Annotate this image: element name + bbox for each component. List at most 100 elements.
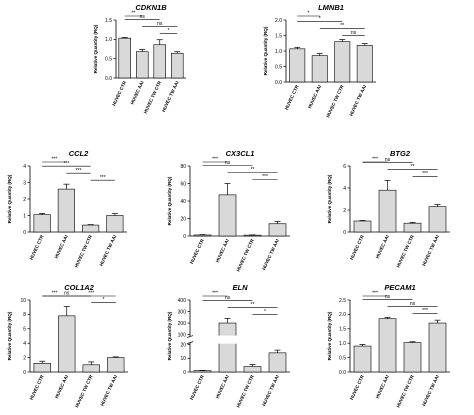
y-tick-label: 0 [23,370,26,376]
y-tick-label: 10 [20,298,26,304]
category-label: HUVEC AAI [215,238,230,263]
y-tick-label: 20 [180,216,186,222]
category-label: HUVEC CTR [29,374,45,401]
y-tick-label: 2.0 [339,312,346,318]
category-label: HUVEC TW CTR [74,234,94,269]
bar [268,223,287,237]
bar [218,194,237,237]
category-label: HUVEC CTR [111,80,127,107]
category-label: HUVEC TW AAI [99,234,118,266]
category-label: HUVEC AAI [54,234,69,259]
chart-btg2: BTG2 Relative Quantity (RQ) 0 2 4 6 HUVEC CTR H… [327,149,450,268]
chart-ccl2: CCL2 Relative Quantity (RQ) 0 1 2 3 4 HUVEC CTR… [7,149,127,268]
bar [378,318,397,373]
chart-title: LMNB1 [318,3,344,12]
y-tick-label: 4 [343,186,346,192]
significance-label: ns [385,294,391,300]
chart-title: PECAM1 [384,283,415,292]
y-tick-label: 400 [178,298,187,304]
y-axis-label: Relative Quantity (RQ) [263,26,268,75]
significance-label: *** [372,291,378,297]
category-label: HUVEC CTR [189,374,205,401]
y-tick-label: 8 [23,312,26,318]
chart-title: CDKN1B [135,3,167,12]
y-tick-label: 0 [183,234,186,240]
significance-label: ns [351,30,357,36]
significance-label: *** [212,291,218,297]
bar [82,364,100,373]
category-label: HUVEC TW AAI [421,234,440,266]
y-tick-label: 3 [23,180,26,186]
significance-label: ns [140,14,146,20]
y-tick-label: 60 [180,181,186,187]
chart-col1a2: COL1A2 Relative Quantity (RQ) 0 2 4 6 8 10 HUVEC… [7,283,128,408]
bar [106,215,124,233]
y-tick-label: 4 [23,341,26,347]
significance-label: *** [212,157,218,163]
category-label: HUVEC TW AAI [161,80,180,112]
category-label: HUVEC TW AAI [261,238,280,270]
significance-label: ns [225,160,231,166]
y-tick-label: 10 [180,356,186,362]
y-tick-label: 0.0 [105,76,112,82]
bar [356,45,373,83]
chart-cx3cl1: CX3CL1 Relative Quantity (RQ) 0 20 40 60 80 HUV… [167,149,290,272]
significance-label: * [168,28,170,34]
y-tick-label: 1.0 [339,341,346,347]
y-tick-label: 1.0 [105,37,112,43]
y-tick-label: 1.5 [105,18,112,24]
bar-break-gap [218,335,237,344]
significance-label: *** [51,157,57,163]
bar [218,322,237,373]
y-tick-label: 0 [343,230,346,236]
category-label: HUVEC CTR [284,84,300,111]
category-label: HUVEC CTR [189,238,205,265]
bar [82,224,100,233]
bar [428,322,447,373]
y-tick-label: 300 [178,309,187,315]
category-label: HUVEC TW AAI [261,374,280,406]
bar [334,41,351,83]
chart-title: CX3CL1 [226,149,255,158]
bar [193,234,212,237]
significance-label: * [264,309,266,315]
y-tick-label: 2 [23,197,26,203]
category-label: HUVEC TW CTR [143,80,163,115]
significance-label: * [103,297,105,303]
category-label: HUVEC TW CTR [395,374,415,409]
y-tick-label: 1 [23,213,26,219]
bar [403,222,422,233]
y-tick-label: 6 [343,164,346,170]
y-tick-label: 2 [23,355,26,361]
category-label: HUVEC TW AAI [99,374,118,406]
chart-title: COL1A2 [64,283,94,292]
bar [268,352,287,373]
significance-label: ** [340,23,344,29]
y-tick-label: 80 [180,164,186,170]
category-label: HUVEC TW CTR [235,238,255,273]
category-label: HUVEC CTR [349,234,365,261]
significance-label: *** [372,157,378,163]
significance-label: *** [262,174,268,180]
y-axis-label: Relative Quantity (RQ) [327,311,332,360]
chart-title: ELN [233,283,249,292]
y-tick-label: 40 [180,199,186,205]
category-label: HUVEC TW CTR [74,374,94,409]
significance-label: ns [225,295,231,301]
y-axis-label: Relative Quantity (RQ) [7,311,12,360]
significance-label: *** [88,291,94,297]
y-tick-label: 200 [178,321,187,327]
category-label: HUVEC TW AAI [421,374,440,406]
y-tick-label: 20 [180,342,186,348]
y-axis-label: Relative Quantity (RQ) [7,174,12,223]
chart-title: CCL2 [69,149,89,158]
bar [136,51,149,79]
y-tick-label: 0 [23,230,26,236]
bar [153,44,167,79]
bar [243,366,262,373]
significance-label: * [308,11,310,17]
bar [107,357,125,373]
y-axis-label: Relative Quantity (RQ) [167,311,172,360]
significance-label: ns [410,301,416,307]
